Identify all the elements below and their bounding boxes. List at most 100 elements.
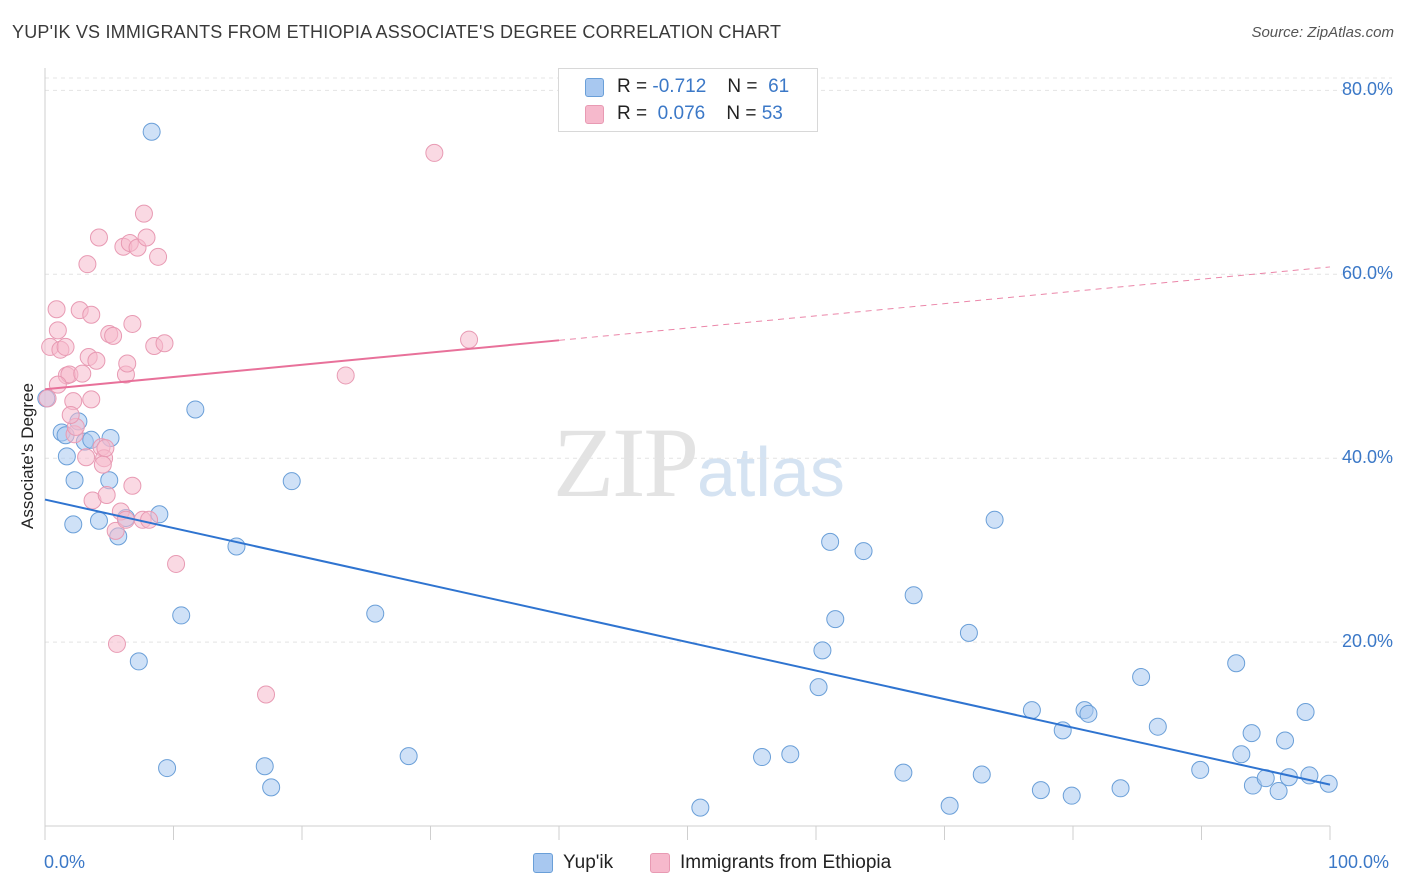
data-point <box>137 228 156 247</box>
watermark: ZIPatlas <box>553 405 845 520</box>
data-point <box>894 763 913 782</box>
data-point <box>47 300 66 319</box>
data-point <box>65 471 84 490</box>
data-point <box>809 678 828 697</box>
data-point <box>142 122 161 141</box>
data-point <box>104 326 123 345</box>
data-point <box>1227 654 1246 673</box>
data-point <box>460 330 479 349</box>
data-point <box>158 759 177 778</box>
data-point <box>399 747 418 766</box>
data-point <box>904 586 923 605</box>
legend-r-value-yupik: -0.712 <box>652 76 707 97</box>
data-point <box>78 255 97 274</box>
legend-n-label: N = <box>727 76 758 97</box>
data-point <box>972 765 991 784</box>
data-point <box>257 685 276 704</box>
legend-r-label: R = <box>617 76 648 97</box>
data-point <box>1031 781 1050 800</box>
data-point <box>57 447 76 466</box>
data-point <box>129 652 148 671</box>
data-point <box>1242 724 1261 743</box>
legend-n-label: N = <box>726 103 757 124</box>
data-point <box>48 321 67 340</box>
x-tick-label-min: 0.0% <box>44 852 86 872</box>
data-point <box>1111 779 1130 798</box>
data-point <box>1296 702 1315 721</box>
data-point <box>262 778 281 797</box>
data-point <box>96 439 115 458</box>
data-point <box>425 143 444 162</box>
data-point <box>1276 731 1295 750</box>
data-point <box>167 554 186 573</box>
data-point <box>123 476 142 495</box>
trend-lines <box>44 266 1331 786</box>
trend-line-yupik <box>44 498 1331 786</box>
data-point <box>940 796 959 815</box>
data-point <box>155 334 174 353</box>
data-point <box>821 532 840 551</box>
chart-title: YUP'IK VS IMMIGRANTS FROM ETHIOPIA ASSOC… <box>12 22 782 42</box>
data-point <box>1191 760 1210 779</box>
data-point <box>82 390 101 409</box>
data-point <box>813 641 832 660</box>
series-swatch-yupik <box>533 853 553 873</box>
data-point <box>691 798 710 817</box>
series-yupik-points <box>37 122 1338 817</box>
source-credit: Source: ZipAtlas.com <box>1251 24 1394 41</box>
y-tick-label: 40.0% <box>1341 447 1393 468</box>
legend-r-value-ethiopia: 0.076 <box>657 103 706 124</box>
data-point <box>106 521 125 540</box>
data-point <box>123 314 142 333</box>
series-label-ethiopia: Immigrants from Ethiopia <box>680 852 892 873</box>
data-point <box>255 757 274 776</box>
data-point <box>48 375 67 394</box>
data-point <box>985 510 1004 529</box>
legend-swatch-ethiopia <box>585 105 604 124</box>
data-point <box>186 400 205 419</box>
data-point <box>64 515 83 534</box>
data-point <box>89 228 108 247</box>
data-point <box>753 748 772 767</box>
data-point <box>118 354 137 373</box>
legend-n-value-ethiopia: 53 <box>761 103 783 124</box>
series-swatch-ethiopia <box>650 853 670 873</box>
data-point <box>1079 704 1098 723</box>
data-point <box>97 485 116 504</box>
x-tick-label-max: 100.0% <box>1328 852 1390 872</box>
data-points <box>37 122 1338 817</box>
data-point <box>1062 786 1081 805</box>
data-point <box>1148 717 1167 736</box>
data-point <box>1022 701 1041 720</box>
data-point <box>826 610 845 629</box>
legend-swatch-yupik <box>585 78 604 97</box>
axes <box>44 68 1331 840</box>
data-point <box>854 542 873 561</box>
watermark-atlas: atlas <box>697 433 845 511</box>
series-label-yupik: Yup'ik <box>563 852 614 873</box>
data-point <box>89 511 108 530</box>
data-point <box>56 337 75 356</box>
y-tick-label: 20.0% <box>1341 631 1393 652</box>
correlation-legend: R = -0.712 N = 61 R = 0.076 N = 53 <box>558 68 818 132</box>
data-point <box>781 745 800 764</box>
data-point <box>1232 745 1251 764</box>
data-point <box>282 472 301 491</box>
data-point <box>107 634 126 653</box>
y-tick-label: 80.0% <box>1341 79 1393 100</box>
data-point <box>82 305 101 324</box>
y-tick-label: 60.0% <box>1341 263 1393 284</box>
data-point <box>172 606 191 625</box>
data-point <box>366 604 385 623</box>
data-point <box>77 448 96 467</box>
data-point <box>1132 668 1151 687</box>
data-point <box>87 351 106 370</box>
legend-r-label: R = <box>617 103 648 124</box>
grid-lines <box>45 77 1392 643</box>
watermark-zip: ZIP <box>553 407 699 518</box>
data-point <box>336 366 355 385</box>
data-point <box>140 510 159 529</box>
data-point <box>93 455 112 474</box>
trend-line-ethiopia <box>44 339 560 391</box>
